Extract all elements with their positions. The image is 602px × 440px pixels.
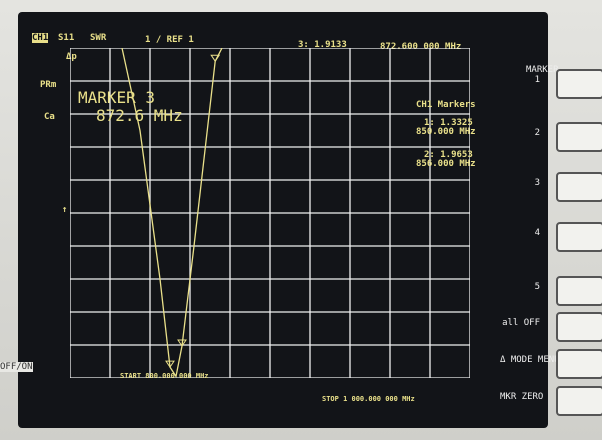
- annotation: Δp: [66, 52, 77, 62]
- softkey-label: 2: [534, 128, 540, 138]
- softkey-button-6[interactable]: [556, 312, 602, 342]
- softkey-button-5[interactable]: [556, 276, 602, 306]
- softkey-label: 4: [534, 228, 540, 238]
- softkey-button-8[interactable]: [556, 386, 602, 416]
- softkey-button-2[interactable]: [556, 122, 602, 152]
- marker-3: [210, 54, 221, 63]
- marker-display-freq: 872.6 MHz: [96, 106, 183, 125]
- softkey-label: 5: [534, 282, 540, 292]
- scale-label: 1 / REF 1: [145, 35, 194, 45]
- annotation: PRm: [40, 80, 57, 90]
- marker-row-freq: 856.000 MHz: [416, 159, 476, 169]
- onoff-label: OFF/ON: [0, 362, 33, 372]
- start-freq: START 800.000 000 MHz: [120, 372, 209, 380]
- annotation: ↑: [62, 205, 68, 215]
- marker-row-value: 1: 1.3325: [424, 118, 473, 128]
- softkey-button-7[interactable]: [556, 349, 602, 379]
- channel-label: CH1: [32, 33, 49, 43]
- softkey-title: MARKER: [526, 65, 559, 75]
- param-label: S11: [58, 33, 75, 43]
- marker-row-freq: 850.000 MHz: [416, 127, 476, 137]
- swr-trace: [121, 48, 223, 378]
- marker-1: [165, 360, 175, 369]
- marker-row-value: 2: 1.9653: [424, 150, 473, 160]
- softkey-label: 3: [534, 178, 540, 188]
- softkey-label: Δ MODE MENU: [500, 355, 560, 365]
- marker-table-title: CH1 Markers: [416, 100, 476, 110]
- marker-value: 3: 1.9133: [298, 40, 347, 50]
- softkey-label: 1: [534, 75, 540, 85]
- stop-freq: STOP 1 000.000 000 MHz: [322, 395, 415, 403]
- softkey-button-4[interactable]: [556, 222, 602, 252]
- marker-freq: 872.600 000 MHz: [380, 42, 462, 52]
- softkey-label: all OFF: [502, 318, 540, 328]
- format-label: SWR: [90, 33, 107, 43]
- marker-2: [177, 339, 187, 347]
- softkey-button-1[interactable]: [556, 69, 602, 99]
- softkey-label: MKR ZERO: [500, 392, 544, 402]
- swr-plot: [70, 48, 470, 378]
- annotation: Ca: [44, 112, 55, 122]
- marker-display-title: MARKER 3: [78, 88, 156, 107]
- softkey-button-3[interactable]: [556, 172, 602, 202]
